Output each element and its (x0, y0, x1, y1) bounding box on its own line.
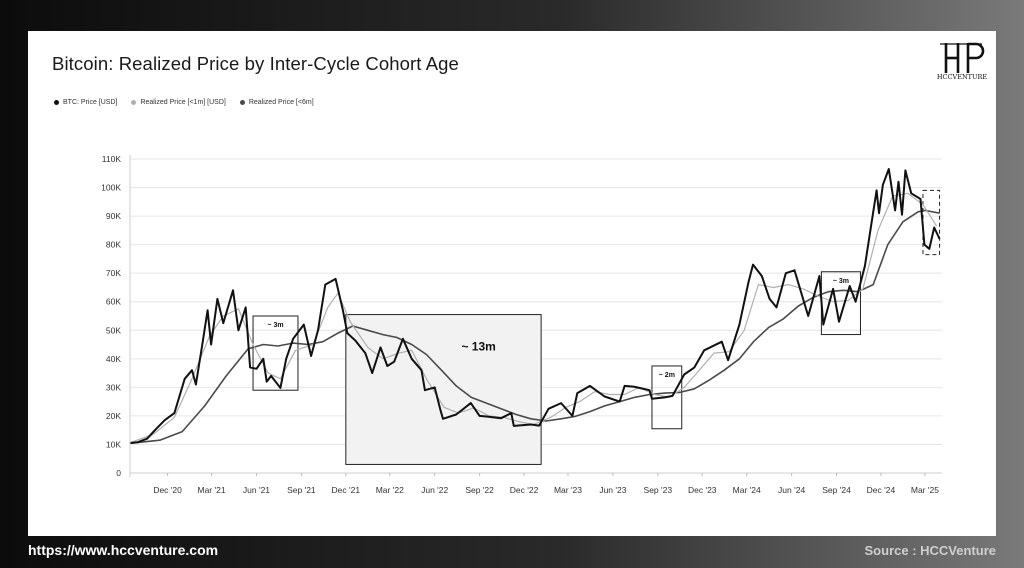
legend-label-rp-1m: Realized Price [<1m] [USD] (140, 99, 226, 106)
x-tick-label: Sep '22 (465, 485, 494, 495)
y-tick-label: 100K (101, 183, 121, 193)
annotation-label: ~ 13m (461, 340, 495, 354)
series-line-price (129, 168, 941, 444)
legend-item-price[interactable]: BTC: Price [USD] (54, 99, 117, 106)
x-tick-label: Dec '20 (153, 485, 182, 495)
legend-dot-rp-6m (239, 100, 245, 105)
x-tick-label: Dec '21 (332, 485, 361, 495)
x-tick-label: Sep '21 (287, 485, 316, 495)
axis-layer: 0 10K 20K 30K 40K 50K 60K 70K 80K 90K 100K 110K Dec … (101, 154, 942, 495)
y-tick-label: 60K (106, 297, 121, 307)
x-tick-label: Dec '23 (688, 485, 717, 495)
series-layer (129, 168, 941, 445)
x-tick-label: Sep '24 (822, 485, 851, 495)
footer-url[interactable]: https://www.hccventure.com (28, 542, 219, 558)
legend-item-rp-1m[interactable]: Realized Price [<1m] [USD] (131, 99, 226, 106)
x-tick-label: Mar '23 (554, 485, 582, 495)
x-tick-label: Jun '21 (243, 485, 270, 495)
line-chart: ~ 3m ~ 13m ~ 2m ~ 3m 0 10K 20K 30K 40K 50K 60K 70K… (101, 154, 942, 495)
hcc-monogram-logo (934, 39, 990, 85)
y-tick-label: 70K (106, 268, 121, 278)
legend-label-rp-6m: Realized Price [<6m] (248, 99, 314, 106)
legend-label-price: BTC: Price [USD] (63, 99, 118, 106)
x-tick-label: Sep '23 (644, 485, 673, 495)
chart-card: Bitcoin: Realized Price by Inter-Cycle C… (28, 31, 996, 536)
y-tick-label: 10K (106, 439, 121, 449)
legend-dot-price (54, 100, 59, 105)
annotation-box (252, 315, 299, 391)
logo-text: HCCVENTURE (936, 73, 988, 81)
x-tick-label: Jun '23 (599, 485, 626, 495)
annotation-label: ~ 2m (659, 372, 675, 379)
y-tick-label: 0 (116, 468, 121, 478)
y-tick-label: 30K (106, 382, 121, 392)
x-tick-label: Dec '24 (867, 485, 896, 495)
footer-source: Source : HCCVenture (864, 543, 996, 558)
annotation-label: ~ 3m (267, 322, 283, 329)
chart-title: Bitcoin: Realized Price by Inter-Cycle C… (52, 53, 459, 74)
x-tick-label: Dec '22 (510, 485, 539, 495)
legend-dot-rp-1m (131, 100, 137, 105)
x-tick-label: Mar '21 (198, 485, 226, 495)
x-tick-label: Mar '24 (733, 485, 761, 495)
x-tick-label: Mar '22 (376, 485, 404, 495)
annotation-layer: ~ 3m ~ 13m ~ 2m ~ 3m (252, 189, 941, 465)
y-tick-label: 40K (106, 354, 121, 364)
x-tick-label: Jun '24 (778, 485, 805, 495)
y-tick-label: 50K (106, 325, 121, 335)
y-tick-label: 20K (106, 411, 121, 421)
annotation-label: ~ 3m (833, 278, 849, 285)
x-tick-label: Jun '22 (421, 485, 448, 495)
y-tick-label: 110K (102, 154, 122, 164)
annotation-box (345, 314, 542, 465)
x-tick-label: Mar '25 (911, 485, 939, 495)
y-tick-label: 90K (106, 211, 121, 221)
legend-item-rp-6m[interactable]: Realized Price [<6m] (239, 99, 314, 106)
chart-legend: BTC: Price [USD] Realized Price [<1m] [U… (54, 99, 314, 106)
y-tick-label: 80K (106, 240, 121, 250)
